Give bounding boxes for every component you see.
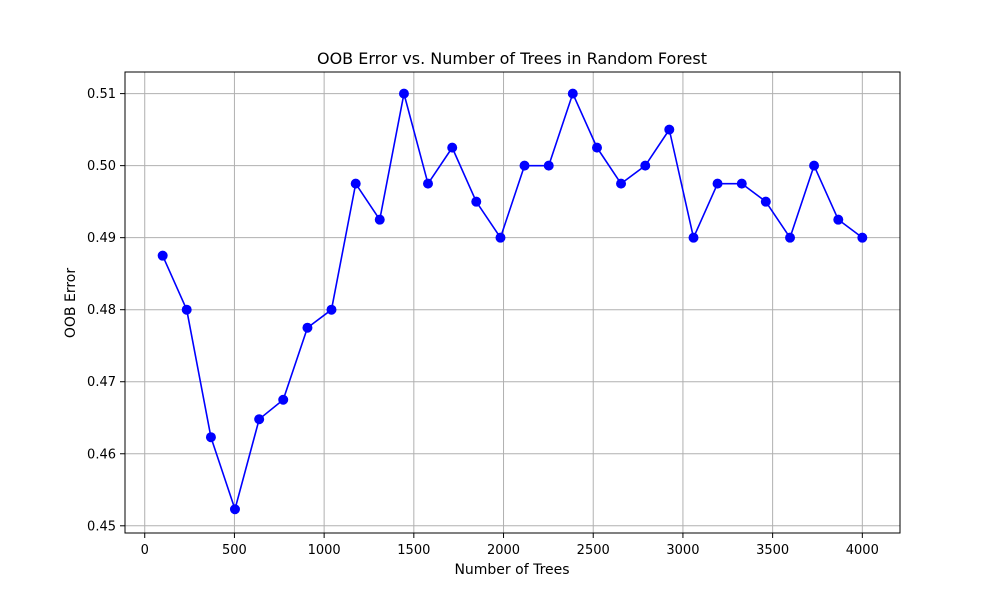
plot-frame xyxy=(124,71,901,534)
data-point xyxy=(688,232,699,243)
data-point xyxy=(471,196,482,207)
chart-title: OOB Error vs. Number of Trees in Random … xyxy=(317,49,707,68)
data-point xyxy=(809,160,820,171)
data-point xyxy=(857,232,868,243)
series-line xyxy=(161,92,863,511)
y-tick-label: 0.49 xyxy=(87,231,116,246)
data-point xyxy=(447,142,458,153)
y-tick-label: 0.50 xyxy=(87,159,116,174)
data-point xyxy=(712,178,723,189)
marker-layer xyxy=(157,88,868,515)
x-tick-label: 2500 xyxy=(577,543,610,558)
data-point xyxy=(398,88,409,99)
data-point xyxy=(616,178,627,189)
data-point xyxy=(785,232,796,243)
data-point xyxy=(736,178,747,189)
data-point xyxy=(326,304,337,315)
data-point xyxy=(567,88,578,99)
y-tick-label: 0.46 xyxy=(87,447,116,462)
data-point xyxy=(833,214,844,225)
data-point xyxy=(495,232,506,243)
data-point xyxy=(205,432,216,443)
x-tick-label: 3500 xyxy=(756,543,789,558)
data-point xyxy=(157,250,168,261)
grid-lines xyxy=(125,72,900,533)
data-point xyxy=(592,142,602,153)
series-layer xyxy=(161,92,863,511)
x-tick-label: 500 xyxy=(222,543,247,558)
x-tick-label: 3000 xyxy=(666,543,699,558)
y-tick-label: 0.45 xyxy=(87,519,116,534)
data-point xyxy=(664,124,675,135)
data-point xyxy=(254,414,265,425)
data-point xyxy=(374,214,385,225)
y-axis-label: OOB Error xyxy=(63,268,79,338)
y-axis: 0.45 0.46 0.47 0.48 0.49 0.50 0.51 xyxy=(87,87,125,534)
x-axis: 0 500 1000 1500 2000 2500 3000 3500 4000 xyxy=(141,533,879,558)
data-point xyxy=(278,394,289,405)
data-point xyxy=(760,196,771,207)
data-point xyxy=(519,160,530,171)
data-point xyxy=(640,160,651,171)
x-tick-label: 4000 xyxy=(846,543,879,558)
data-point xyxy=(423,178,433,189)
x-tick-label: 0 xyxy=(141,543,149,558)
x-tick-label: 2000 xyxy=(487,543,520,558)
y-tick-label: 0.47 xyxy=(87,375,116,390)
y-tick-label: 0.48 xyxy=(87,303,116,318)
data-point xyxy=(229,504,240,515)
y-tick-label: 0.51 xyxy=(87,87,116,102)
x-axis-label: Number of Trees xyxy=(454,562,569,578)
data-point xyxy=(302,322,313,333)
data-point xyxy=(350,178,361,189)
data-point xyxy=(181,304,192,315)
x-tick-label: 1000 xyxy=(308,543,341,558)
data-point xyxy=(543,160,554,171)
x-tick-label: 1500 xyxy=(397,543,430,558)
